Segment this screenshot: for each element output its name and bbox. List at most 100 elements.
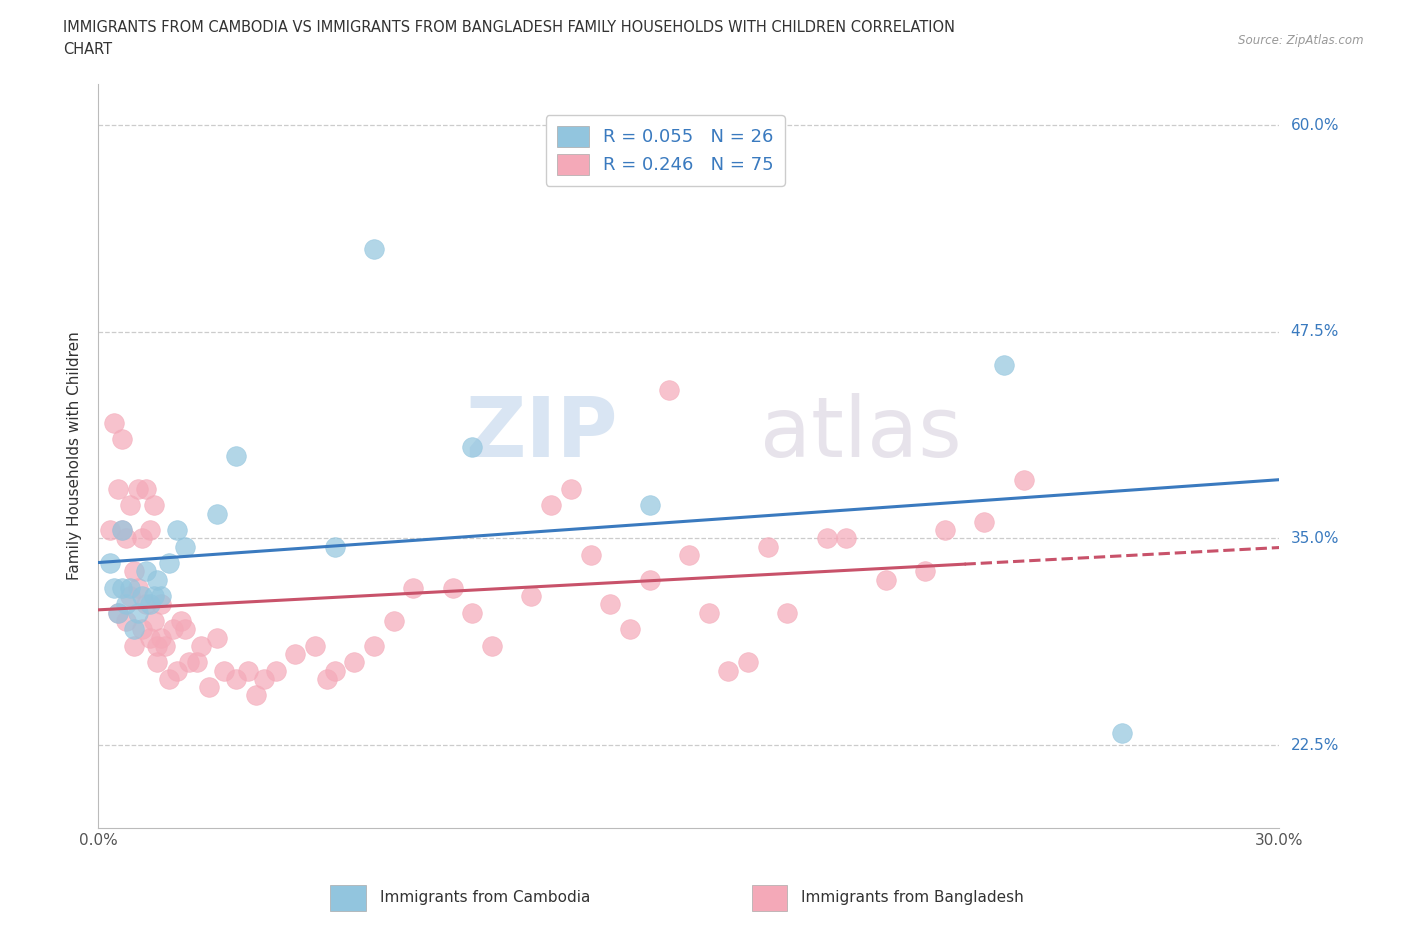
Text: ZIP: ZIP bbox=[465, 392, 619, 474]
Point bbox=[150, 631, 173, 645]
Point bbox=[579, 548, 602, 563]
Point bbox=[225, 448, 247, 463]
Text: Source: ZipAtlas.com: Source: ZipAtlas.com bbox=[1239, 34, 1364, 47]
Point bbox=[934, 523, 956, 538]
Point bbox=[363, 638, 385, 653]
Point bbox=[197, 680, 219, 695]
Point bbox=[103, 415, 125, 430]
Point bbox=[155, 638, 177, 653]
Point bbox=[304, 638, 326, 653]
Text: Immigrants from Bangladesh: Immigrants from Bangladesh bbox=[801, 890, 1024, 905]
Point bbox=[205, 506, 228, 521]
Point bbox=[520, 589, 543, 604]
Point bbox=[166, 663, 188, 678]
Text: Immigrants from Cambodia: Immigrants from Cambodia bbox=[380, 890, 591, 905]
Point bbox=[914, 564, 936, 578]
Point bbox=[174, 539, 197, 554]
Text: 60.0%: 60.0% bbox=[1291, 117, 1339, 133]
Point bbox=[441, 580, 464, 595]
Point bbox=[323, 663, 346, 678]
Point bbox=[560, 482, 582, 497]
Point bbox=[115, 614, 138, 629]
Point bbox=[540, 498, 562, 512]
Text: CHART: CHART bbox=[63, 42, 112, 57]
Point bbox=[717, 663, 740, 678]
Point bbox=[599, 597, 621, 612]
Point bbox=[131, 531, 153, 546]
Point bbox=[835, 531, 858, 546]
Point bbox=[146, 572, 169, 587]
Text: IMMIGRANTS FROM CAMBODIA VS IMMIGRANTS FROM BANGLADESH FAMILY HOUSEHOLDS WITH CH: IMMIGRANTS FROM CAMBODIA VS IMMIGRANTS F… bbox=[63, 20, 955, 35]
Point bbox=[461, 440, 484, 455]
Point bbox=[323, 539, 346, 554]
Point bbox=[162, 622, 184, 637]
Point bbox=[107, 482, 129, 497]
Text: 35.0%: 35.0% bbox=[1291, 531, 1339, 546]
Point bbox=[343, 655, 366, 670]
Point bbox=[118, 498, 141, 512]
Point bbox=[115, 597, 138, 612]
Point bbox=[122, 622, 145, 637]
Point bbox=[756, 539, 779, 554]
Point bbox=[993, 357, 1015, 372]
Point bbox=[205, 631, 228, 645]
Point bbox=[118, 589, 141, 604]
Point bbox=[875, 572, 897, 587]
Point bbox=[150, 597, 173, 612]
Point bbox=[111, 432, 134, 446]
Point bbox=[1111, 726, 1133, 741]
Point bbox=[138, 597, 160, 612]
Legend: R = 0.055   N = 26, R = 0.246   N = 75: R = 0.055 N = 26, R = 0.246 N = 75 bbox=[546, 115, 785, 186]
Point bbox=[638, 572, 661, 587]
Point bbox=[245, 688, 267, 703]
Point bbox=[142, 614, 165, 629]
Point bbox=[236, 663, 259, 678]
Point bbox=[111, 580, 134, 595]
Point bbox=[142, 589, 165, 604]
Point bbox=[363, 242, 385, 257]
Point bbox=[658, 382, 681, 397]
Point bbox=[264, 663, 287, 678]
Point bbox=[619, 622, 641, 637]
Point bbox=[382, 614, 405, 629]
Point bbox=[284, 646, 307, 661]
Point bbox=[214, 663, 236, 678]
Point bbox=[131, 589, 153, 604]
Point bbox=[138, 631, 160, 645]
Point bbox=[157, 671, 180, 686]
Point bbox=[135, 597, 157, 612]
Point bbox=[815, 531, 838, 546]
Point bbox=[146, 655, 169, 670]
Point bbox=[157, 556, 180, 571]
Point bbox=[638, 498, 661, 512]
Point bbox=[111, 523, 134, 538]
Point bbox=[776, 605, 799, 620]
Point bbox=[146, 638, 169, 653]
Point bbox=[678, 548, 700, 563]
Point bbox=[315, 671, 337, 686]
Point bbox=[135, 564, 157, 578]
Point bbox=[1012, 473, 1035, 488]
Point bbox=[190, 638, 212, 653]
Point bbox=[186, 655, 208, 670]
Point bbox=[170, 614, 193, 629]
Point bbox=[103, 580, 125, 595]
Point bbox=[138, 523, 160, 538]
Point bbox=[253, 671, 276, 686]
Point bbox=[122, 638, 145, 653]
Point bbox=[481, 638, 503, 653]
Point bbox=[174, 622, 197, 637]
Point bbox=[402, 580, 425, 595]
Point bbox=[142, 498, 165, 512]
Text: 47.5%: 47.5% bbox=[1291, 325, 1339, 339]
Point bbox=[225, 671, 247, 686]
Point bbox=[131, 622, 153, 637]
Point bbox=[127, 482, 149, 497]
Point bbox=[135, 482, 157, 497]
Point bbox=[115, 531, 138, 546]
Point bbox=[98, 556, 121, 571]
Point bbox=[122, 564, 145, 578]
Point bbox=[150, 589, 173, 604]
Point bbox=[737, 655, 759, 670]
Text: atlas: atlas bbox=[759, 392, 962, 474]
